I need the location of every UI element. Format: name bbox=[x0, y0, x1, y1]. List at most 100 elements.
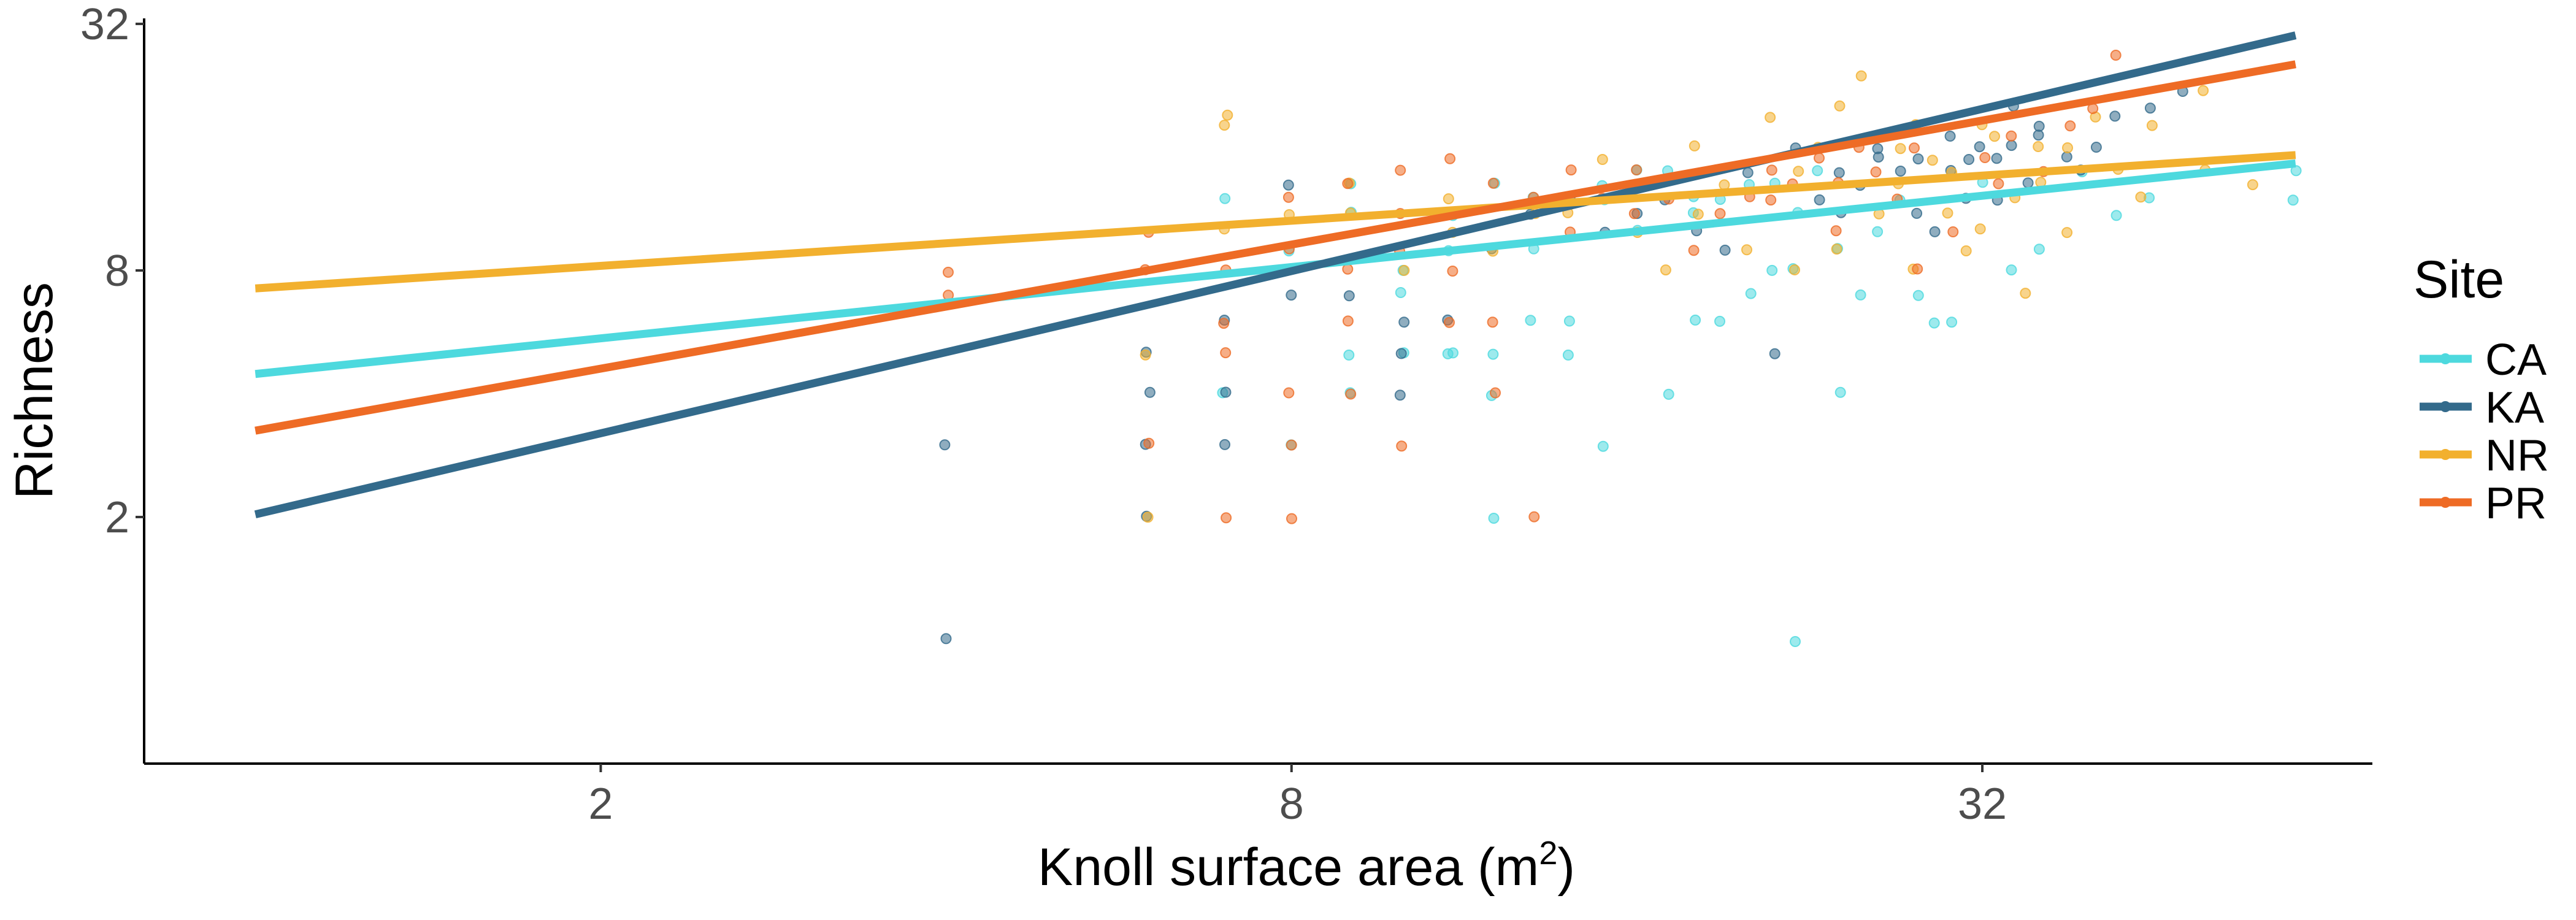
data-point-ca bbox=[1714, 315, 1725, 327]
data-point-ca bbox=[1219, 193, 1231, 204]
data-point-ka bbox=[1742, 167, 1754, 178]
legend-key-point-ka bbox=[2440, 401, 2451, 412]
data-point-pr bbox=[1444, 153, 1456, 164]
data-point-pr bbox=[1342, 263, 1354, 275]
data-point-ka bbox=[2022, 177, 2034, 189]
data-point-nr bbox=[1834, 100, 1846, 112]
data-point-pr bbox=[1282, 191, 1294, 203]
data-point-ka bbox=[1929, 226, 1941, 237]
data-point-nr bbox=[2198, 85, 2209, 96]
data-point-ka bbox=[1912, 153, 1924, 165]
data-point-ca bbox=[1488, 513, 1500, 524]
data-point-pr bbox=[1444, 316, 1455, 328]
data-point-nr bbox=[1741, 244, 1752, 256]
data-point-nr bbox=[1960, 245, 1972, 256]
data-point-ka bbox=[1394, 389, 1406, 401]
data-point-ca bbox=[1766, 264, 1778, 276]
y-tick-label: 2 bbox=[105, 493, 129, 542]
data-point-ka bbox=[940, 633, 952, 645]
data-point-pr bbox=[1909, 142, 1920, 154]
data-point-ca bbox=[2287, 194, 2299, 206]
data-point-nr bbox=[1219, 120, 1230, 131]
data-point-ca bbox=[1790, 636, 1801, 647]
data-point-ka bbox=[1286, 289, 1297, 301]
data-point-nr bbox=[2062, 142, 2073, 153]
data-point-nr bbox=[1942, 207, 1953, 219]
data-point-ca bbox=[1855, 289, 1866, 301]
data-point-pr bbox=[2110, 50, 2122, 61]
data-point-ca bbox=[1597, 440, 1609, 452]
fit-line-ka bbox=[254, 31, 2297, 518]
data-point-nr bbox=[1398, 264, 1410, 276]
data-point-ka bbox=[2144, 102, 2156, 114]
data-point-ca bbox=[1834, 386, 1846, 398]
data-point-ca bbox=[1487, 348, 1499, 360]
data-point-ca bbox=[1690, 314, 1701, 326]
data-point-nr bbox=[1974, 223, 1986, 235]
data-point-pr bbox=[1286, 513, 1297, 524]
data-point-nr bbox=[1855, 70, 1867, 82]
data-point-pr bbox=[1487, 177, 1499, 189]
data-point-ka bbox=[1220, 386, 1232, 398]
data-point-pr bbox=[2006, 130, 2017, 142]
data-point-nr bbox=[2020, 288, 2031, 299]
data-point-pr bbox=[1628, 208, 1640, 220]
data-point-pr bbox=[2064, 120, 2076, 132]
data-point-nr bbox=[1692, 209, 1704, 220]
data-point-ca bbox=[1872, 226, 1884, 237]
data-point-pr bbox=[1221, 512, 1232, 524]
data-point-ca bbox=[1745, 288, 1757, 299]
data-point-ka bbox=[1833, 167, 1845, 178]
data-point-ka bbox=[1895, 166, 1906, 177]
data-point-nr bbox=[1443, 193, 1454, 205]
data-point-ca bbox=[2006, 264, 2017, 276]
data-point-ka bbox=[1219, 439, 1230, 450]
data-point-nr bbox=[1597, 154, 1608, 165]
data-point-pr bbox=[1220, 347, 1232, 359]
legend-title: Site bbox=[2413, 250, 2504, 309]
x-tick-label: 8 bbox=[1279, 780, 1304, 829]
legend-label-pr: PR bbox=[2485, 479, 2547, 528]
data-point-nr bbox=[1789, 264, 1800, 275]
y-axis-title: Richness bbox=[5, 282, 64, 499]
data-point-pr bbox=[1765, 194, 1777, 206]
x-axis-title: Knoll surface area (m2) bbox=[1038, 835, 1575, 897]
x-axis-title-suffix: ) bbox=[1557, 838, 1575, 897]
data-points-layer bbox=[939, 50, 2302, 647]
data-point-ka bbox=[1872, 143, 1884, 155]
fit-line-pr bbox=[255, 60, 2296, 435]
data-point-pr bbox=[1912, 263, 1923, 275]
data-point-ca bbox=[1663, 388, 1674, 400]
data-point-ca bbox=[2110, 210, 2122, 221]
data-point-ka bbox=[1398, 316, 1410, 328]
data-point-ka bbox=[2033, 129, 2044, 141]
data-point-pr bbox=[1993, 178, 2004, 190]
data-point-pr bbox=[1345, 388, 1357, 400]
data-point-nr bbox=[1895, 143, 1906, 155]
fit-line-ca bbox=[255, 159, 2296, 378]
data-point-nr bbox=[1926, 155, 1938, 166]
data-point-pr bbox=[1283, 387, 1295, 399]
data-point-ka bbox=[1282, 179, 1294, 191]
data-point-nr bbox=[1660, 264, 1671, 276]
data-point-nr bbox=[1142, 512, 1154, 523]
data-point-pr bbox=[1528, 511, 1540, 523]
data-point-ca bbox=[1812, 165, 1823, 177]
x-tick-label: 32 bbox=[1958, 780, 2007, 829]
data-point-pr bbox=[1342, 178, 1354, 190]
data-point-nr bbox=[1140, 349, 1151, 361]
data-point-pr bbox=[1395, 164, 1406, 176]
data-point-ka bbox=[1911, 207, 1923, 219]
data-point-nr bbox=[1222, 109, 1233, 121]
data-point-ca bbox=[1447, 347, 1459, 359]
data-point-pr bbox=[1688, 245, 1700, 256]
legend-label-ca: CA bbox=[2485, 335, 2547, 385]
fit-line-nr bbox=[255, 151, 2296, 293]
data-point-nr bbox=[1689, 140, 1700, 151]
data-point-pr bbox=[1143, 437, 1155, 449]
data-point-pr bbox=[1490, 387, 1501, 399]
data-point-ca bbox=[2033, 243, 2045, 255]
data-point-nr bbox=[1831, 243, 1842, 255]
